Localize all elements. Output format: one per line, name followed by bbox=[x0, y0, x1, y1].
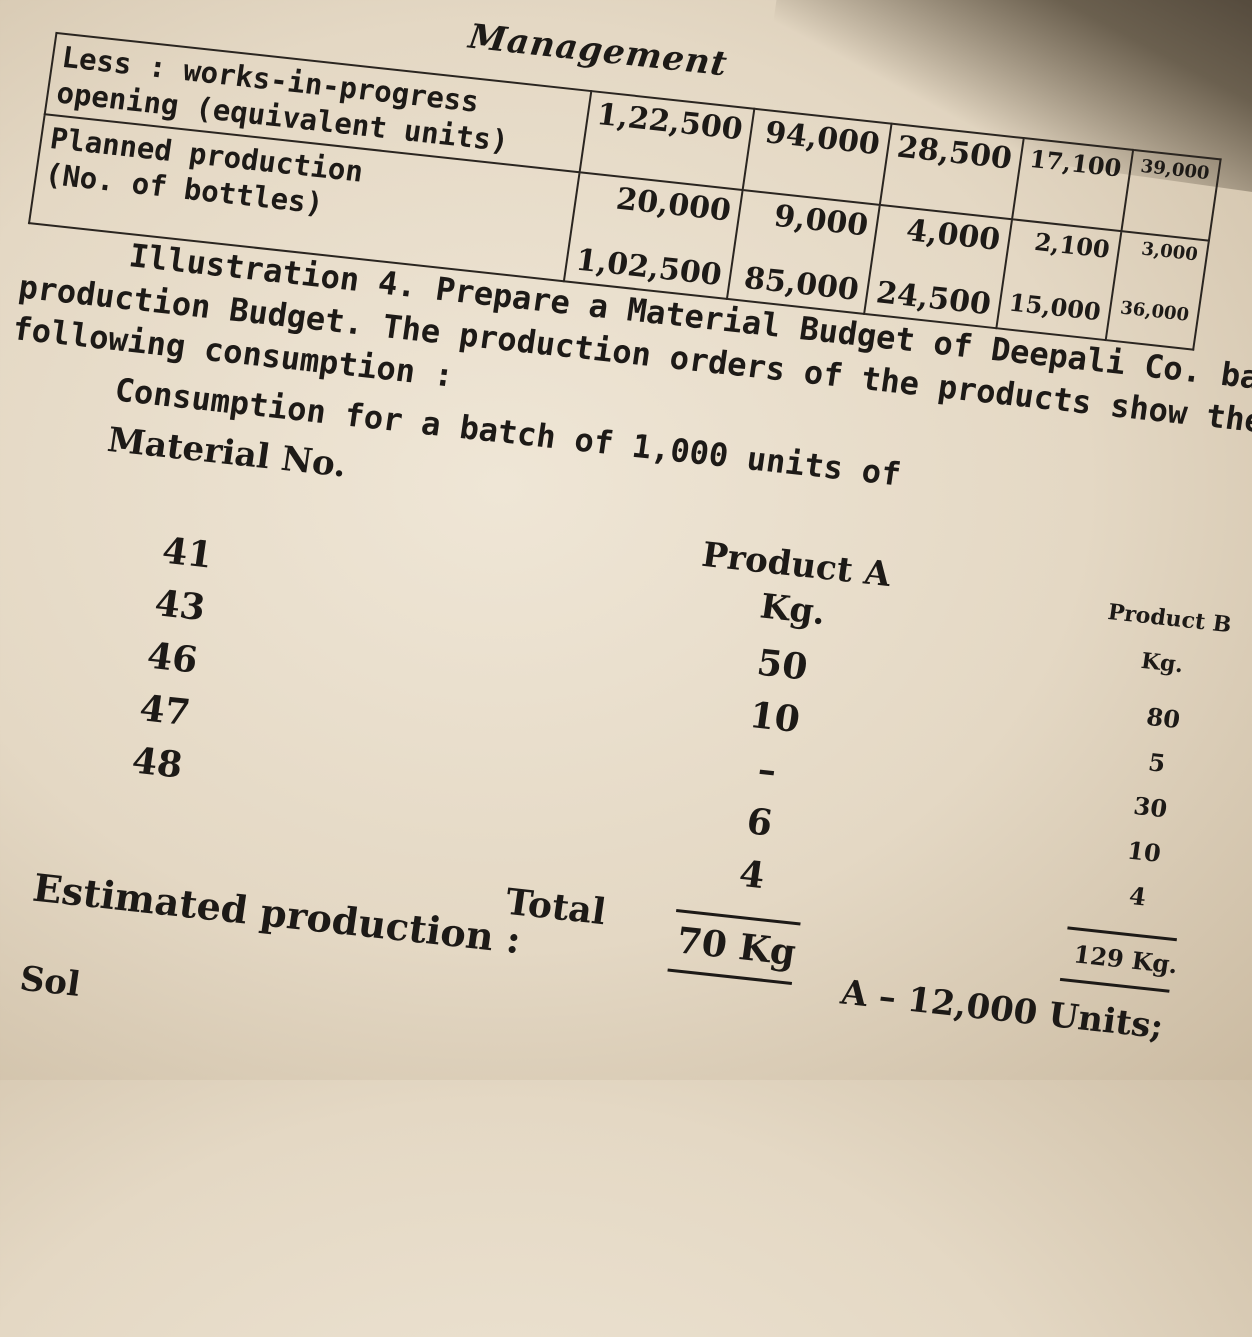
product-b-unit: Kg. bbox=[1139, 647, 1186, 679]
table-cell: 9,000 85,000 bbox=[727, 190, 880, 314]
table-cell: 17,100 bbox=[1012, 138, 1133, 232]
list-item: 46 bbox=[144, 634, 201, 682]
table-cell: 20,000 1,02,500 bbox=[563, 172, 743, 299]
table-cell: 28,500 bbox=[879, 123, 1024, 220]
total-b-rule-bottom bbox=[1059, 977, 1170, 993]
product-a-values: 50 10 – 6 4 bbox=[723, 637, 811, 905]
list-item: 4 bbox=[1127, 881, 1149, 912]
product-b-values: 80 5 30 10 4 bbox=[1115, 694, 1187, 921]
table-cell: 94,000 bbox=[742, 108, 892, 205]
table-cell: 4,000 24,500 bbox=[864, 204, 1013, 329]
product-b-header: Product B bbox=[1106, 599, 1234, 639]
list-item: 50 bbox=[754, 641, 811, 689]
total-b: 129 Kg. bbox=[1071, 939, 1180, 980]
table-cell: 2,100 15,000 bbox=[996, 219, 1122, 341]
consumption-title: Consumption for a batch of 1,000 units o… bbox=[112, 370, 904, 494]
product-a-unit: Kg. bbox=[757, 586, 829, 634]
solution-label: Sol bbox=[17, 958, 83, 1005]
list-item: 47 bbox=[136, 687, 193, 735]
list-item: 10 bbox=[1125, 835, 1163, 868]
estimated-label: Estimated production : bbox=[30, 864, 524, 963]
list-item: 41 bbox=[159, 529, 216, 577]
running-header: Management bbox=[466, 16, 731, 85]
list-item: 6 bbox=[744, 800, 775, 845]
list-item: 80 bbox=[1144, 701, 1183, 735]
total-b-rule-top bbox=[1067, 926, 1178, 942]
list-item: 10 bbox=[746, 694, 803, 742]
product-a-header: Product A bbox=[699, 534, 894, 596]
material-list: 41 43 46 47 48 bbox=[129, 525, 217, 793]
list-item: 43 bbox=[152, 582, 208, 630]
list-item: 30 bbox=[1131, 790, 1170, 824]
table-cell: 39,000 bbox=[1121, 149, 1221, 241]
list-item: – bbox=[755, 748, 780, 792]
list-item: 4 bbox=[736, 852, 768, 898]
list-item: 5 bbox=[1146, 747, 1168, 778]
total-a: 70 Kg bbox=[673, 919, 799, 974]
list-item: 48 bbox=[129, 739, 186, 787]
table-cell: 3,000 36,000 bbox=[1105, 231, 1209, 350]
